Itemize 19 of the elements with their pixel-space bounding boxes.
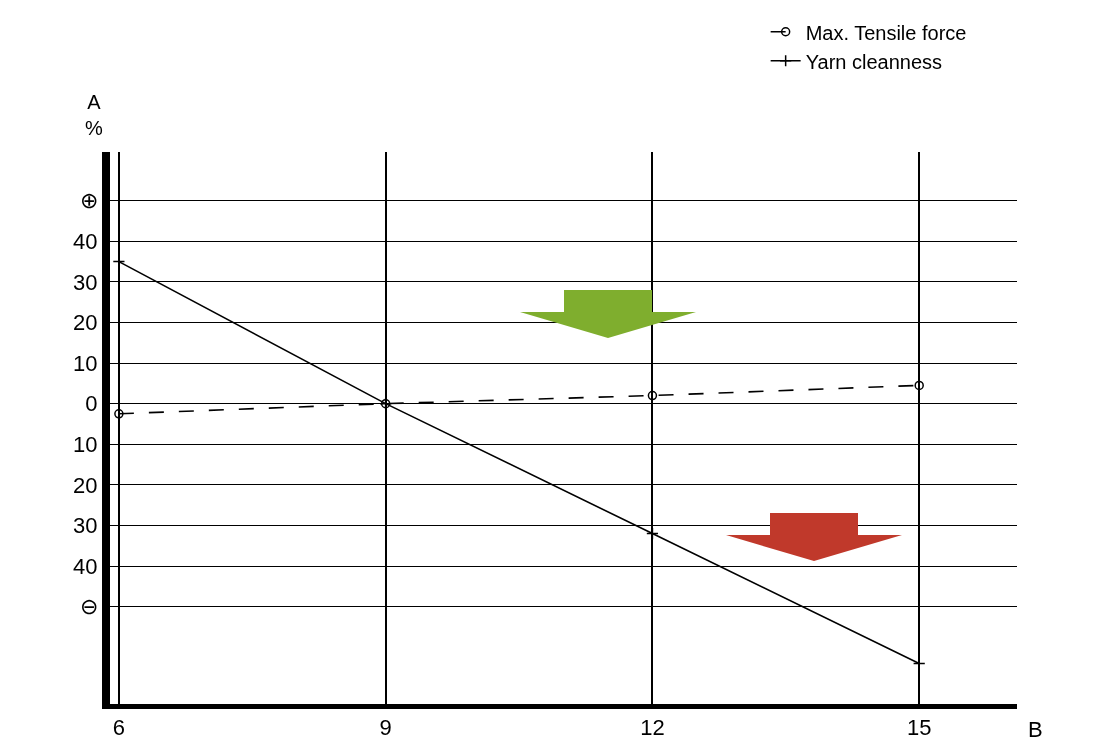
y-tick-label: 10: [73, 431, 98, 457]
y-tick-label: 0: [85, 391, 98, 417]
x-tick-label: 9: [379, 715, 392, 741]
x-axis-title: B: [1028, 717, 1043, 742]
y-tick-label: 40: [73, 553, 98, 579]
x-tick-label: 6: [112, 715, 126, 741]
x-tick-label: 15: [906, 715, 932, 741]
y-tick-label: 30: [73, 513, 98, 539]
y-tick-label: ⊕: [79, 188, 98, 214]
y-tick-label: 20: [73, 472, 98, 498]
legend-label: Yarn cleanness: [805, 50, 943, 73]
y-tick-label: 40: [73, 228, 98, 254]
y-axis-title: A %: [85, 91, 103, 139]
y-tick-label: 20: [73, 310, 98, 336]
x-tick-label: 12: [640, 715, 665, 741]
y-tick-label: 10: [73, 350, 98, 376]
y-tick-label: ⊖: [79, 594, 98, 620]
legend-label: Max. Tensile force: [805, 21, 967, 44]
y-tick-label: 30: [73, 269, 98, 295]
